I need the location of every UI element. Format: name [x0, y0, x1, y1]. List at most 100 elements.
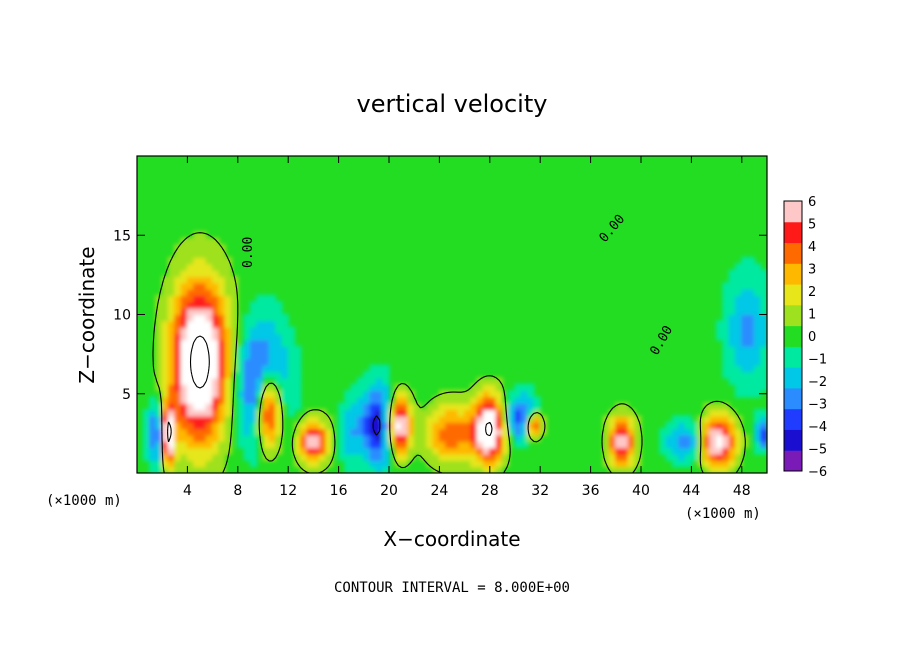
heatmap-cell — [287, 409, 296, 417]
heatmap-cell — [224, 351, 233, 360]
heatmap-cell — [709, 453, 718, 461]
heatmap-cell — [533, 415, 541, 423]
heatmap-cell — [615, 447, 623, 455]
heatmap-cell — [470, 389, 478, 398]
heatmap-cell — [451, 459, 459, 468]
x-tick-label: 4 — [183, 483, 192, 499]
heatmap-cell — [741, 288, 749, 297]
heatmap-cell — [199, 459, 207, 468]
heatmap-cell — [218, 294, 226, 303]
heatmap-cell — [142, 453, 151, 461]
heatmap-cell — [193, 269, 201, 278]
heatmap-cell — [262, 434, 270, 442]
heatmap-cell — [167, 466, 176, 473]
heatmap-cell — [155, 345, 163, 354]
heatmap-cell — [489, 428, 497, 436]
heatmap-cell — [501, 459, 510, 468]
heatmap-cell — [180, 440, 188, 449]
heatmap-cell — [734, 326, 743, 335]
heatmap-cell — [161, 358, 170, 366]
heatmap-cell — [212, 396, 220, 404]
heatmap-cell — [193, 339, 201, 347]
heatmap-cell — [218, 358, 226, 366]
heatmap-cell — [312, 440, 321, 449]
heatmap-cell — [155, 440, 163, 449]
heatmap-cell — [356, 402, 365, 411]
heatmap-cell — [495, 389, 503, 398]
heatmap-cell — [180, 377, 188, 385]
heatmap-cell — [495, 409, 503, 417]
heatmap-cell — [489, 389, 497, 398]
heatmap-cell — [212, 263, 220, 271]
heatmap-cell — [212, 402, 220, 411]
heatmap-cell — [476, 396, 485, 404]
heatmap-cell — [508, 402, 516, 411]
heatmap-cell — [627, 447, 636, 455]
heatmap-cell — [678, 453, 686, 461]
heatmap-cell — [621, 453, 629, 461]
heatmap-cell — [734, 447, 743, 455]
heatmap-cell — [193, 415, 201, 423]
heatmap-cell — [224, 282, 233, 290]
heatmap-cell — [167, 447, 176, 455]
heatmap-cell — [363, 377, 371, 385]
heatmap-cell — [293, 434, 302, 442]
heatmap-cell — [671, 440, 680, 449]
heatmap-cell — [161, 307, 170, 316]
heatmap-cell — [709, 402, 718, 411]
heatmap-cell — [218, 269, 226, 278]
heatmap-cell — [167, 307, 176, 316]
heatmap-cell — [268, 326, 277, 335]
heatmap-cell — [193, 263, 201, 271]
heatmap-cell — [275, 358, 283, 366]
heatmap-cell — [489, 409, 497, 417]
heatmap-cell — [608, 428, 617, 436]
heatmap-cell — [199, 345, 207, 354]
heatmap-cell — [665, 421, 674, 430]
heatmap-cell — [186, 345, 195, 354]
heatmap-cell — [482, 440, 491, 449]
heatmap-cell — [186, 415, 195, 423]
heatmap-cell — [426, 428, 434, 436]
heatmap-cell — [489, 415, 497, 423]
heatmap-cell — [382, 434, 390, 442]
heatmap-cell — [734, 294, 743, 303]
heatmap-cell — [155, 377, 163, 385]
heatmap-cell — [728, 421, 737, 430]
heatmap-cell — [747, 383, 755, 392]
heatmap-cell — [703, 415, 711, 423]
heatmap-cell — [602, 434, 611, 442]
heatmap-cell — [268, 428, 277, 436]
heatmap-cell — [243, 383, 251, 392]
colorbar-tick-label: −4 — [808, 420, 827, 435]
heatmap-cell — [350, 440, 359, 449]
heatmap-cell — [224, 307, 233, 316]
heatmap-cell — [193, 237, 201, 246]
heatmap-cell — [306, 428, 314, 436]
heatmap-cell — [495, 428, 503, 436]
heatmap-cell — [199, 396, 207, 404]
heatmap-cell — [237, 396, 245, 404]
heatmap-cell — [199, 389, 207, 398]
heatmap-cell — [388, 421, 396, 430]
heatmap-cell — [193, 288, 201, 297]
colorbar-tick-label: 2 — [808, 285, 816, 300]
heatmap-cell — [470, 383, 478, 392]
heatmap-cell — [212, 250, 220, 259]
heatmap-cell — [268, 396, 277, 404]
heatmap-cell — [149, 415, 157, 423]
heatmap-cell — [615, 402, 623, 411]
heatmap-cell — [262, 447, 270, 455]
heatmap-cell — [432, 453, 440, 461]
heatmap-cell — [627, 440, 636, 449]
heatmap-cell — [205, 256, 214, 265]
heatmap-cell — [249, 351, 258, 360]
heatmap-cell — [464, 415, 472, 423]
heatmap-cell — [199, 377, 207, 385]
heatmap-cell — [382, 421, 390, 430]
heatmap-cell — [155, 301, 163, 309]
heatmap-cell — [224, 313, 233, 322]
heatmap-cell — [212, 326, 220, 335]
heatmap-cell — [678, 459, 686, 468]
heatmap-cell — [212, 288, 220, 297]
